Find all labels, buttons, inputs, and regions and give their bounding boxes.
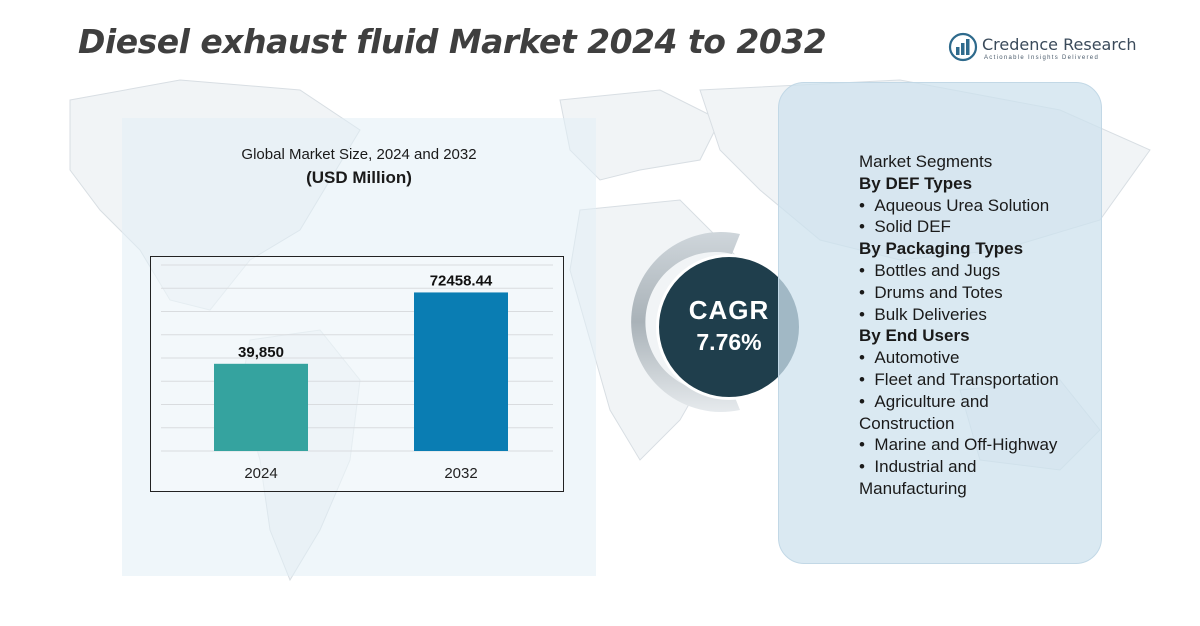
bar-chart-logo-icon (948, 32, 978, 62)
segment-item: Bulk Deliveries (859, 304, 1099, 326)
segments-heading: Market Segments (859, 152, 993, 171)
segment-item: Construction (859, 413, 955, 433)
cagr-badge: CAGR 7.76% (656, 254, 802, 400)
segment-item: Agriculture and (859, 391, 1099, 413)
segment-item: Automotive (859, 347, 1099, 369)
bar-chart: 39,850 2024 72458.44 2032 (150, 256, 564, 492)
x-tick-label: 2032 (444, 465, 477, 482)
segments-list: Market Segments By DEF TypesAqueous Urea… (859, 151, 1099, 500)
chart-unit: (USD Million) (306, 168, 412, 187)
segment-item: Fleet and Transportation (859, 369, 1099, 391)
segment-category: By DEF Types (859, 173, 973, 193)
chart-subtitle: Global Market Size, 2024 and 2032 (241, 146, 477, 163)
brand-name: Credence Research (982, 35, 1137, 54)
segment-item: Manufacturing (859, 478, 967, 498)
market-segments-panel: Market Segments By DEF TypesAqueous Urea… (778, 82, 1102, 564)
segment-item: Industrial and (859, 456, 1099, 478)
bar-2032 (414, 292, 508, 451)
segment-item: Aqueous Urea Solution (859, 195, 1099, 217)
segment-item: Drums and Totes (859, 282, 1099, 304)
bar-2024 (214, 363, 308, 451)
bar-chart-svg: 39,850 2024 72458.44 2032 (161, 264, 553, 482)
cagr-value: 7.76% (696, 329, 762, 355)
data-label: 39,850 (238, 344, 284, 361)
segment-category: By Packaging Types (859, 239, 1024, 259)
x-tick-label: 2024 (244, 465, 277, 482)
segment-category: By End Users (859, 326, 970, 346)
segment-item: Solid DEF (859, 216, 1099, 238)
cagr-label: CAGR (688, 295, 770, 325)
page-title: Diesel exhaust fluid Market 2024 to 2032 (78, 22, 827, 61)
segment-item: Bottles and Jugs (859, 260, 1099, 282)
segment-item: Marine and Off-Highway (859, 434, 1099, 456)
brand-logo: Credence Research Actionable Insights De… (948, 32, 1138, 68)
data-label: 72458.44 (430, 272, 493, 289)
brand-tagline: Actionable Insights Delivered (984, 55, 1100, 61)
market-size-panel: Global Market Size, 2024 and 2032 (USD M… (122, 118, 596, 576)
